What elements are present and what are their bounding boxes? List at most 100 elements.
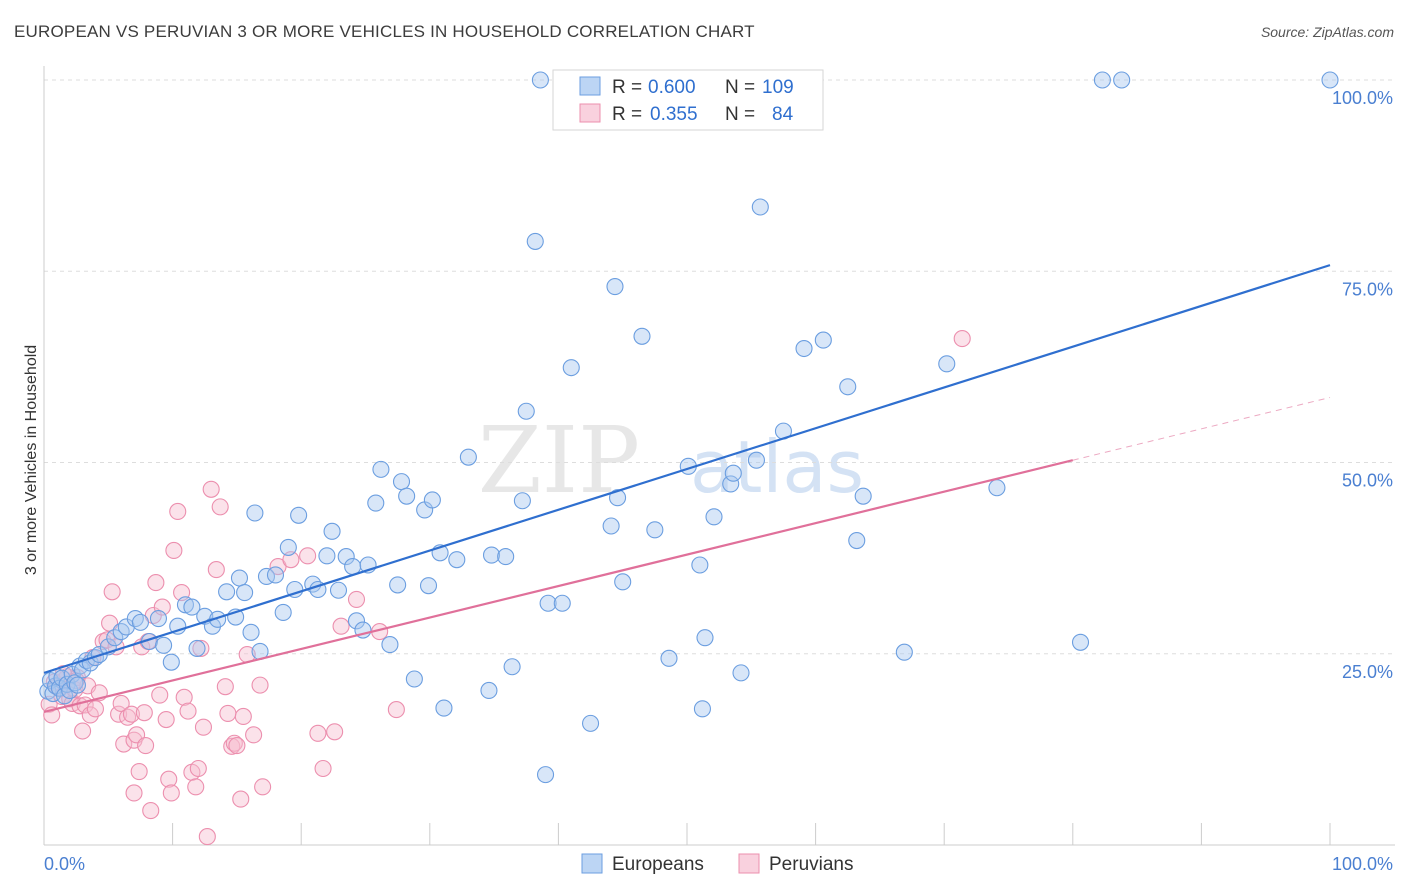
peruvians-point [202,480,220,498]
europeans-point [633,327,651,345]
peruvians-point [147,574,165,592]
europeans-point [423,491,441,509]
europeans-point [112,623,130,641]
europeans-point [722,475,740,493]
peruvians-point [219,704,237,722]
legend-swatch-peruvians [579,103,601,123]
europeans-point [480,681,498,700]
europeans-point [751,198,769,216]
peruvians-point [137,736,155,755]
peruvians-point [157,710,175,729]
y-tick-label: 100.0% [1332,88,1393,108]
europeans-point [814,331,832,349]
series-legend-swatch-europeans [581,853,603,874]
legend-n-label: N = [725,77,755,98]
europeans-point [435,699,453,717]
legend-swatch-europeans [579,76,601,96]
legend-r-label: R = [612,104,642,125]
europeans-point [988,479,1006,497]
series-legend-europeans: Europeans [612,854,704,875]
peruvians-point [347,590,366,608]
europeans-point [347,612,366,630]
chart-title: EUROPEAN VS PERUVIAN 3 OR MORE VEHICLES … [14,22,755,41]
peruvians-point [160,770,178,788]
peruvians-point [194,718,213,736]
europeans-point [381,636,399,654]
europeans-point [705,508,723,526]
peruvians-point [254,778,272,796]
legend-n-value: 84 [772,104,794,125]
europeans-point [149,610,168,628]
europeans-point [266,566,285,584]
europeans-point [392,473,411,491]
legend-r-value: 0.600 [648,77,696,98]
peruvians-trend-line [43,459,1074,713]
europeans-point [646,521,664,539]
europeans-point [230,569,249,587]
peruvians-point [207,561,225,579]
peruvians-point [189,759,207,778]
europeans-point [691,556,709,574]
europeans-point [696,629,714,647]
europeans-point [747,451,765,469]
peruvians-point [234,707,252,726]
europeans-point [1093,71,1111,89]
peruvians-point [211,498,229,516]
europeans-point [724,464,742,482]
europeans-point [848,531,866,550]
peruvians-point [112,694,130,713]
europeans-point [839,378,857,396]
europeans-point [329,581,348,599]
peruvians-point [309,724,327,742]
europeans-point [553,594,571,612]
peruvians-point [130,763,148,781]
europeans-point [290,506,308,524]
europeans-point [274,603,292,621]
europeans-point [162,653,180,671]
europeans-point [448,551,466,569]
legend-r-value: 0.355 [650,104,698,125]
europeans-point [795,339,813,358]
europeans-point [218,583,236,601]
peruvians-point [326,723,344,741]
europeans-point [614,573,632,591]
peruvians-point [251,676,269,694]
europeans-point [242,623,260,641]
europeans-point [279,538,297,556]
europeans-point [68,676,86,694]
europeans-point [176,596,195,614]
europeans-point [606,277,624,296]
europeans-point [106,629,124,647]
europeans-point [398,487,416,505]
europeans-point [854,487,872,505]
gridlines [44,79,1395,655]
europeans-point [1071,633,1090,651]
europeans-point [1113,71,1131,89]
peruvians-point [953,330,971,348]
europeans-point [539,594,557,612]
europeans-points [39,71,1339,784]
peruvians-point [169,502,187,521]
europeans-point [405,670,423,688]
europeans-point [895,643,913,661]
europeans-point [581,714,600,732]
europeans-point [503,658,521,676]
peruvians-point [198,828,216,846]
y-tick-label: 25.0% [1342,662,1393,682]
series-legend-peruvians: Peruvians [769,854,854,875]
europeans-point [66,674,84,692]
series-legend-swatch-peruvians [738,853,760,874]
europeans-point [419,577,438,595]
europeans-point [536,766,555,784]
peruvians-point [332,617,350,635]
europeans-point [323,522,341,540]
legend-n-label: N = [725,104,755,125]
europeans-point [526,232,544,250]
europeans-point [497,548,515,566]
legend-r-label: R = [612,77,642,98]
europeans-point [562,359,580,377]
watermark: ZIP atlas [478,407,864,514]
series-legend: Europeans Peruvians [581,853,854,875]
europeans-point [318,547,336,565]
europeans-point [337,548,355,566]
